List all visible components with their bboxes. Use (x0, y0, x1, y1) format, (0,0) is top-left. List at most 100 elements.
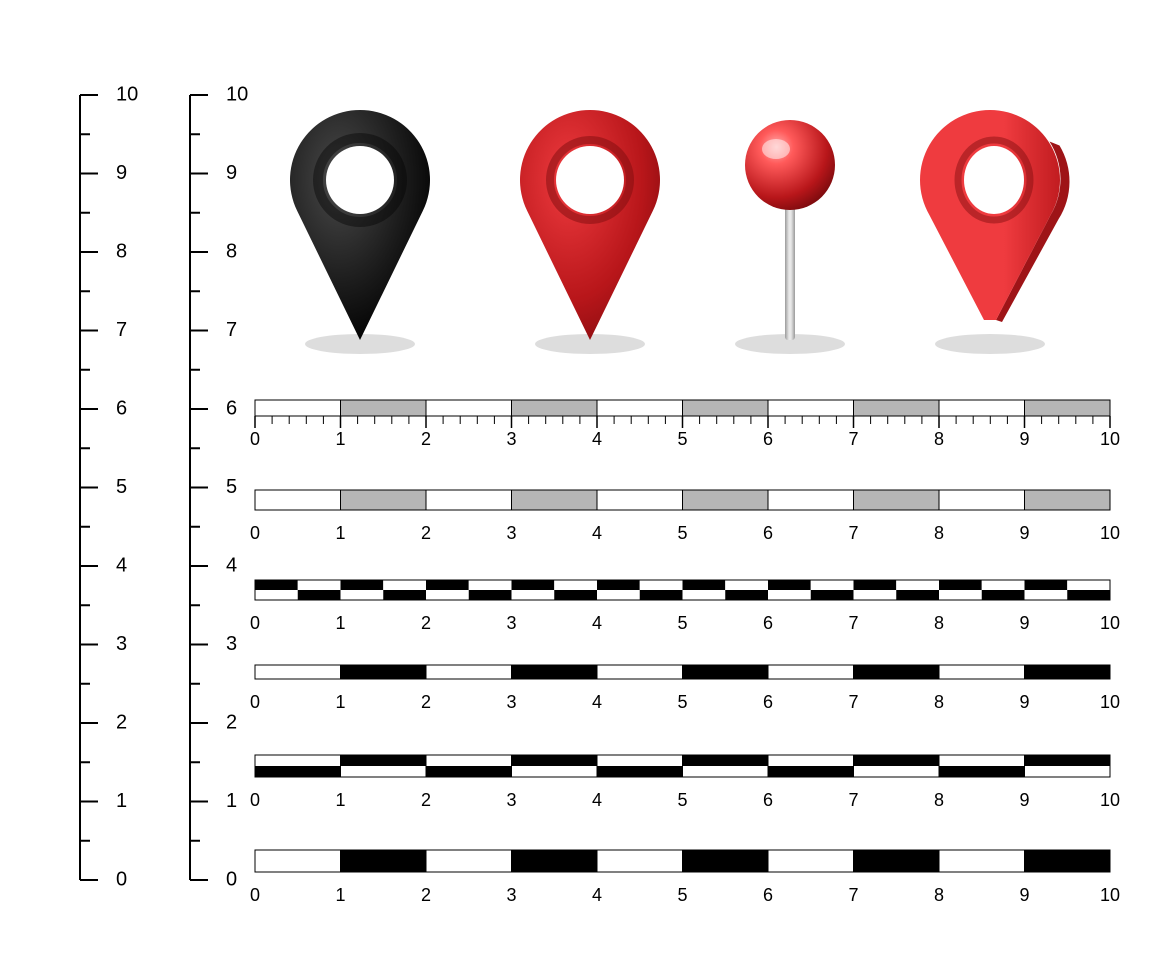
scale-tick-label: 2 (421, 885, 431, 905)
axis-tick-label: 2 (116, 711, 127, 733)
axis-tick-label: 1 (226, 790, 237, 812)
scale-tick-label: 6 (763, 692, 773, 712)
axis-tick-label: 5 (116, 476, 127, 498)
scale-tick-label: 10 (1100, 613, 1120, 633)
scale-tick-label: 6 (763, 429, 773, 449)
scale-tick-label: 6 (763, 790, 773, 810)
axis-tick-label: 0 (226, 868, 237, 890)
scale-tick-label: 10 (1100, 523, 1120, 543)
axis-tick-label: 7 (116, 319, 127, 341)
axis-tick-label: 3 (116, 633, 127, 655)
scale-tick-label: 0 (250, 523, 260, 543)
scale-tick-label: 9 (1019, 613, 1029, 633)
vertical-scale-a: 0 1 2 3 4 5 6 7 8 9 10 (80, 83, 138, 890)
scale-tick-label: 5 (677, 790, 687, 810)
scale-tick-label: 3 (506, 429, 516, 449)
scale-bar-4: 0 1 2 3 4 5 6 7 8 9 10 (250, 755, 1120, 810)
scale-tick-label: 7 (848, 692, 858, 712)
axis-tick-label: 6 (226, 397, 237, 419)
scale-tick-label: 5 (677, 613, 687, 633)
map-pin-red (520, 110, 660, 340)
scale-tick-label: 4 (592, 885, 602, 905)
axis-tick-label: 3 (226, 633, 237, 655)
scale-tick-label: 8 (934, 613, 944, 633)
push-pin (745, 120, 835, 340)
axis-tick-label: 4 (226, 554, 237, 576)
scale-tick-label: 2 (421, 692, 431, 712)
scale-tick-label: 0 (250, 613, 260, 633)
scale-tick-label: 8 (934, 692, 944, 712)
scale-tick-label: 1 (335, 613, 345, 633)
scale-tick-label: 5 (677, 692, 687, 712)
scale-tick-label: 1 (335, 429, 345, 449)
scale-tick-label: 1 (335, 692, 345, 712)
scale-tick-label: 5 (677, 429, 687, 449)
scale-tick-label: 10 (1100, 692, 1120, 712)
axis-tick-label: 2 (226, 711, 237, 733)
axis-tick-label: 9 (116, 162, 127, 184)
vertical-scale-b: 0 1 2 3 4 5 6 7 8 9 10 (190, 83, 248, 890)
scale-tick-label: 1 (335, 523, 345, 543)
scale-tick-label: 10 (1100, 885, 1120, 905)
scale-tick-label: 4 (592, 429, 602, 449)
scale-tick-label: 7 (848, 523, 858, 543)
axis-tick-label: 6 (116, 397, 127, 419)
scale-tick-label: 7 (848, 885, 858, 905)
axis-tick-label: 8 (116, 240, 127, 262)
scale-tick-label: 0 (250, 885, 260, 905)
scale-tick-label: 3 (506, 790, 516, 810)
scale-tick-label: 8 (934, 429, 944, 449)
pin-shadow (935, 334, 1045, 354)
scale-tick-label: 1 (335, 790, 345, 810)
scale-tick-label: 7 (848, 613, 858, 633)
scale-tick-label: 10 (1100, 790, 1120, 810)
scale-tick-label: 2 (421, 429, 431, 449)
scale-tick-label: 9 (1019, 885, 1029, 905)
scale-tick-label: 8 (934, 790, 944, 810)
scale-tick-label: 3 (506, 885, 516, 905)
scale-tick-label: 3 (506, 692, 516, 712)
scale-tick-label: 6 (763, 523, 773, 543)
axis-tick-label: 4 (116, 554, 127, 576)
scale-tick-label: 4 (592, 523, 602, 543)
scale-tick-label: 4 (592, 692, 602, 712)
scale-bar-3: 0 1 2 3 4 5 6 7 8 9 10 (250, 665, 1120, 712)
scale-tick-label: 7 (848, 429, 858, 449)
axis-tick-label: 7 (226, 319, 237, 341)
scale-tick-label: 2 (421, 790, 431, 810)
axis-tick-label: 10 (226, 83, 248, 105)
scale-tick-label: 8 (934, 885, 944, 905)
scale-tick-label: 10 (1100, 429, 1120, 449)
scale-tick-label: 5 (677, 523, 687, 543)
scale-tick-label: 9 (1019, 692, 1029, 712)
scale-tick-label: 9 (1019, 429, 1029, 449)
scale-tick-label: 0 (250, 692, 260, 712)
scale-tick-label: 1 (335, 885, 345, 905)
axis-tick-label: 0 (116, 868, 127, 890)
scale-tick-label: 0 (250, 429, 260, 449)
axis-tick-label: 8 (226, 240, 237, 262)
scale-tick-label: 0 (250, 790, 260, 810)
scale-bar-1: 012345678910 (250, 490, 1120, 543)
scale-tick-label: 2 (421, 523, 431, 543)
scale-tick-label: 2 (421, 613, 431, 633)
scale-tick-label: 5 (677, 885, 687, 905)
scale-bar-0: 0 1 2 3 4 5 6 7 8 9 10 (250, 400, 1120, 449)
scale-tick-label: 4 (592, 613, 602, 633)
scale-tick-label: 9 (1019, 790, 1029, 810)
scale-bar-2: 0 1 2 3 4 5 6 7 8 9 10 (250, 580, 1120, 633)
axis-tick-label: 1 (116, 790, 127, 812)
scale-tick-label: 6 (763, 885, 773, 905)
map-pin-black (290, 110, 430, 340)
scale-tick-label: 3 (506, 613, 516, 633)
scale-tick-label: 8 (934, 523, 944, 543)
scale-tick-label: 9 (1019, 523, 1029, 543)
axis-tick-label: 10 (116, 83, 138, 105)
scale-tick-label: 7 (848, 790, 858, 810)
scale-tick-label: 6 (763, 613, 773, 633)
map-pin-red-3d (920, 110, 1069, 322)
axis-tick-label: 9 (226, 162, 237, 184)
axis-tick-label: 5 (226, 476, 237, 498)
scale-tick-label: 4 (592, 790, 602, 810)
scale-bar-5: 0 1 2 3 4 5 6 7 8 9 10 (250, 850, 1120, 905)
